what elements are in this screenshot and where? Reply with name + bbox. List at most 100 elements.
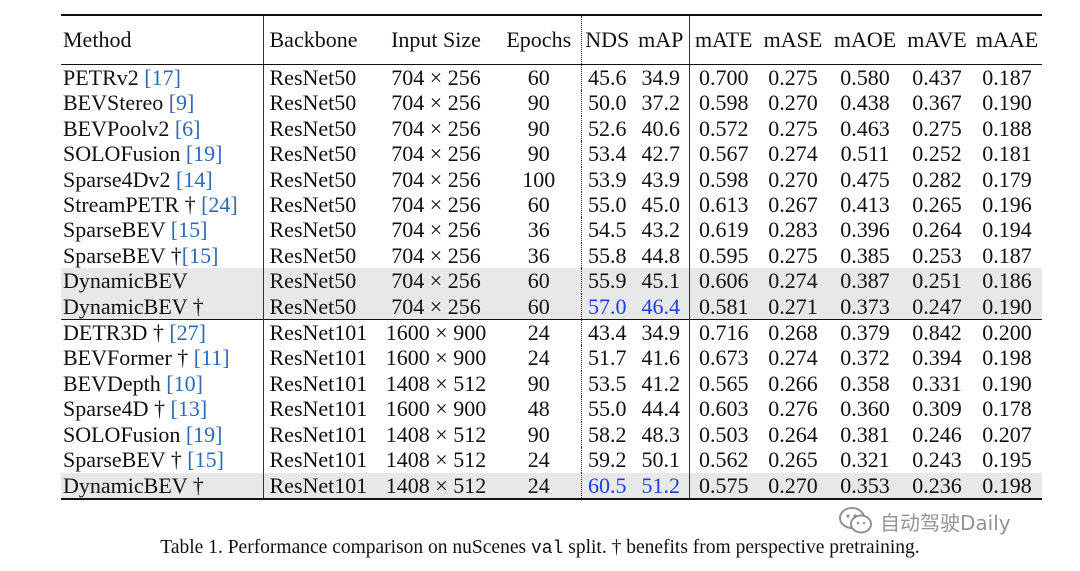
cell-mase: 0.264 <box>768 421 818 447</box>
cell-mave: 0.247 <box>902 293 972 320</box>
cell-input-size: 1408 × 512 <box>385 421 487 447</box>
cell-mate: 0.673 <box>688 345 758 371</box>
table-row: Sparse4Dv2 [14] ResNet50 704 × 256 100 53.9 4… <box>61 166 1042 193</box>
col-header-mate: mATE <box>688 14 758 65</box>
citation-link[interactable]: [10] <box>166 370 203 396</box>
table-row: PETRv2 [17] ResNet50 704 × 256 60 45.6 34.9 0.… <box>61 64 1042 91</box>
cell-mase: 0.274 <box>768 345 818 371</box>
cell-epochs: 90 <box>527 90 550 116</box>
citation-link[interactable]: [13] <box>170 396 208 422</box>
citation-link[interactable]: [19] <box>185 421 223 447</box>
cell-mase: 0.270 <box>768 166 818 192</box>
cell-nds: 53.4 <box>580 141 633 167</box>
cell-mase: 0.274 <box>758 268 828 294</box>
cell-map: 45.0 <box>641 192 681 218</box>
citation-link[interactable]: [27] <box>169 320 206 346</box>
table-row: BEVPoolv2 [6] ResNet50 704 × 256 90 52.6 40.6… <box>61 115 1042 142</box>
cell-input-size: 1600 × 900 <box>385 396 487 422</box>
cell-backbone: ResNet101 <box>262 447 375 473</box>
citation-link[interactable]: [6] <box>174 115 201 141</box>
cell-backbone: ResNet101 <box>262 370 375 397</box>
cell-epochs: 36 <box>527 242 550 268</box>
cell-mave: 0.264 <box>912 217 962 243</box>
cell-nds: 55.0 <box>580 396 633 422</box>
cell-mate: 0.595 <box>688 242 758 269</box>
cell-mase: 0.270 <box>758 472 828 500</box>
cell-maoe: 0.396 <box>840 217 890 243</box>
cell-maae: 0.194 <box>982 217 1032 243</box>
cell-backbone: ResNet50 <box>262 166 375 193</box>
cell-nds: 58.2 <box>580 421 633 448</box>
results-table: Method Backbone Input Size Epochs NDS mA… <box>61 14 1042 500</box>
cell-method: SparseBEV †[15] <box>61 243 263 268</box>
cell-mate: 0.716 <box>688 319 758 346</box>
citation-link[interactable]: [14] <box>176 166 213 192</box>
method-name: DynamicBEV † <box>63 472 204 498</box>
table-row: DETR3D † [27] ResNet101 1600 × 900 24 43.4 34… <box>61 319 1042 346</box>
method-name: BEVDepth <box>63 370 167 396</box>
cell-input-size: 1408 × 512 <box>385 370 487 396</box>
method-name: BEVFormer † <box>63 345 194 371</box>
cell-mave: 0.437 <box>912 65 962 90</box>
cell-mate: 0.562 <box>688 447 758 473</box>
cell-method: StreamPETR † [24] <box>61 192 263 217</box>
watermark: 自动驾驶Daily <box>838 506 1011 536</box>
citation-link[interactable]: [9] <box>168 90 195 116</box>
cell-mase: 0.266 <box>768 370 818 396</box>
method-name: DETR3D † <box>63 320 170 346</box>
cell-input-size: 704 × 256 <box>391 65 481 90</box>
cell-epochs: 24 <box>527 345 550 371</box>
cell-map: 37.2 <box>641 90 681 116</box>
cell-maae: 0.187 <box>982 65 1032 90</box>
method-name: PETRv2 <box>63 65 145 90</box>
cell-backbone: ResNet50 <box>262 192 375 218</box>
cell-map: 42.7 <box>641 141 681 167</box>
table-row: SparseBEV † [15] ResNet101 1408 × 512 24 59.… <box>61 447 1042 473</box>
cell-maae: 0.198 <box>972 472 1042 500</box>
citation-link[interactable]: [11] <box>193 345 230 371</box>
cell-backbone: ResNet50 <box>262 141 375 167</box>
cell-nds: 53.9 <box>580 166 633 193</box>
citation-link[interactable]: [24] <box>201 192 238 218</box>
cell-input-size: 704 × 256 <box>391 217 481 243</box>
table-row: DynamicBEV ResNet50 704 × 256 60 55.9 45.1 0.6… <box>61 268 1042 294</box>
cell-backbone: ResNet50 <box>262 90 375 116</box>
cell-maoe: 0.373 <box>828 293 902 320</box>
cell-mate: 0.575 <box>688 472 758 500</box>
cell-maae: 0.190 <box>982 90 1032 116</box>
cell-input-size: 1600 × 900 <box>385 345 487 371</box>
cell-epochs: 24 <box>497 319 581 346</box>
cell-method: BEVStereo [9] <box>61 90 263 115</box>
watermark-text: 自动驾驶Daily <box>880 510 1011 535</box>
cell-map: 44.4 <box>641 396 681 422</box>
cell-maoe: 0.475 <box>840 166 890 192</box>
cell-map: 50.1 <box>641 447 681 473</box>
cell-map: 44.8 <box>641 242 681 268</box>
citation-link[interactable]: [19] <box>185 141 223 167</box>
cell-map: 40.6 <box>641 115 681 141</box>
cell-maae: 0.207 <box>982 421 1032 447</box>
citation-link[interactable]: [15] <box>181 242 219 268</box>
table-section-resnet50: PETRv2 [17] ResNet50 704 × 256 60 45.6 34.9 0.… <box>61 64 1042 320</box>
cell-mave: 0.265 <box>912 192 962 218</box>
citation-link[interactable]: [17] <box>144 65 181 90</box>
cell-epochs: 90 <box>527 141 550 167</box>
col-header-mase: mASE <box>758 14 828 65</box>
cell-backbone: ResNet50 <box>262 115 375 142</box>
cell-mase: 0.275 <box>768 242 818 268</box>
table-row: Sparse4D † [13] ResNet101 1600 × 900 48 55.0… <box>61 396 1042 422</box>
cell-maae: 0.190 <box>982 370 1032 396</box>
cell-map: 48.3 <box>641 421 681 447</box>
cell-maoe: 0.511 <box>840 141 890 167</box>
cell-mave: 0.246 <box>912 421 962 447</box>
table-row: SparseBEV †[15] ResNet50 704 × 256 36 55.8 44… <box>61 242 1042 269</box>
col-header-input-size: Input Size <box>375 14 497 65</box>
citation-link[interactable]: [15] <box>170 217 208 243</box>
cell-input-size: 704 × 256 <box>375 268 497 294</box>
cell-epochs: 48 <box>527 396 550 422</box>
citation-link[interactable]: [15] <box>187 447 224 473</box>
cell-epochs: 90 <box>527 421 550 447</box>
cell-maae: 0.198 <box>982 345 1032 371</box>
method-name: SOLOFusion <box>63 141 186 167</box>
table-row: SOLOFusion [19] ResNet101 1408 × 512 90 58.2… <box>61 421 1042 448</box>
